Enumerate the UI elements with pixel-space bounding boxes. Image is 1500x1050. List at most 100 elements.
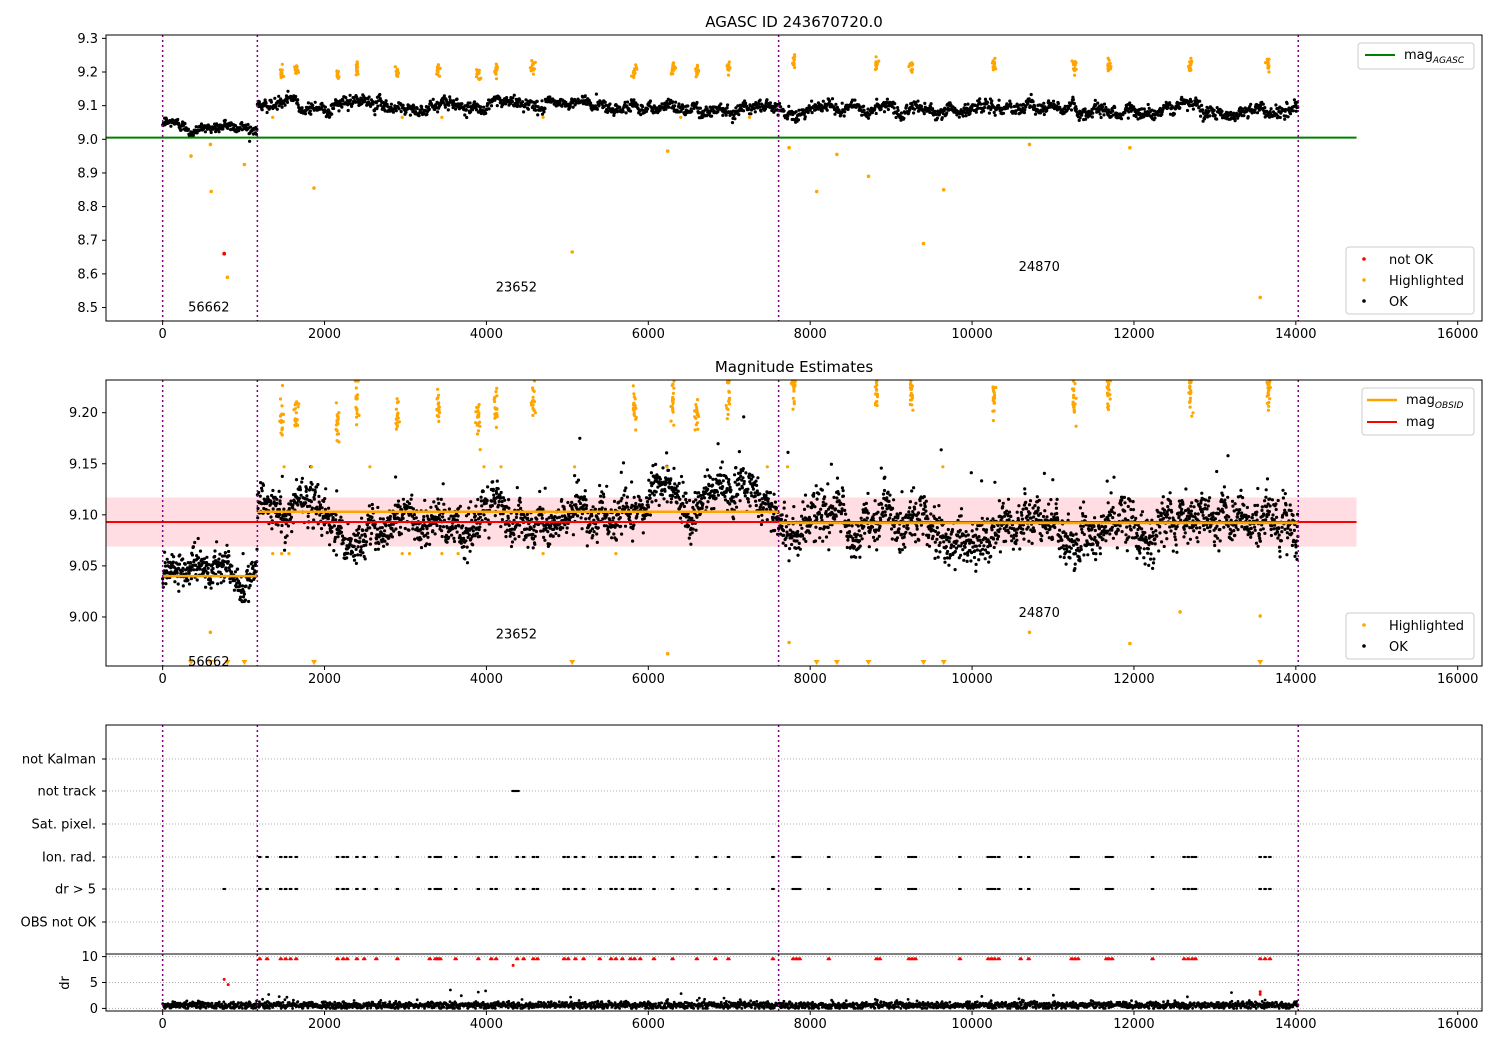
ok-point [890, 527, 894, 531]
ok-point [415, 106, 419, 111]
ok-point [576, 478, 581, 482]
ok-point [181, 584, 185, 588]
x-tick-label: 16000 [1437, 327, 1478, 342]
ok-point [433, 532, 437, 536]
ok-point [423, 498, 427, 502]
ok-point [246, 564, 250, 568]
highlighted-point [400, 115, 404, 119]
ok-point [719, 466, 723, 470]
ok-point [632, 523, 636, 527]
ok-point [244, 584, 248, 588]
ok-point [866, 491, 870, 495]
legend-agasc-label: mag [1404, 48, 1433, 63]
ok-point [933, 109, 937, 113]
ok-point [446, 108, 450, 112]
ok-point [940, 116, 944, 120]
ok-point [1009, 105, 1013, 109]
ok-point [471, 543, 475, 547]
ok-point [800, 514, 804, 518]
ok-point [467, 533, 471, 537]
ok-point [311, 103, 315, 107]
ok-point [883, 510, 887, 514]
ok-point [515, 486, 519, 490]
ok-point [371, 100, 376, 104]
ok-point [472, 100, 477, 104]
ok-point [284, 94, 289, 98]
ok-point [741, 476, 745, 480]
ok-point [780, 513, 784, 517]
ok-point [476, 497, 480, 502]
ok-point [727, 482, 731, 486]
ok-point [1220, 109, 1224, 113]
ok-point [840, 101, 844, 105]
ok-point [179, 128, 183, 132]
ok-point [396, 499, 401, 503]
ok-point [552, 527, 556, 532]
ok-point [737, 450, 742, 454]
ok-point [426, 535, 430, 539]
ok-point [913, 107, 917, 111]
ok-point [277, 94, 281, 98]
ok-point [912, 111, 916, 115]
highlighted-point [533, 60, 537, 64]
ok-point [283, 103, 287, 107]
ok-point [733, 117, 737, 121]
ok-point [410, 493, 414, 497]
ok-point [571, 105, 575, 109]
ok-point [573, 474, 577, 478]
ok-point [320, 533, 324, 538]
ok-point [509, 544, 514, 549]
ok-point [635, 506, 639, 510]
ok-point [896, 514, 900, 518]
ok-point [663, 489, 667, 493]
ok-point [283, 541, 287, 545]
ok-point [407, 528, 411, 532]
ok-point [982, 105, 987, 110]
panel1-legend-lower: not OK Highlighted OK [1345, 246, 1475, 315]
ok-point [773, 528, 777, 533]
ok-point [457, 524, 461, 528]
ok-point [391, 110, 395, 114]
ok-point [425, 514, 429, 518]
ok-point [781, 529, 786, 533]
ok-point [601, 492, 606, 496]
ok-point [766, 497, 770, 501]
ok-point [518, 500, 522, 504]
ok-point [303, 112, 308, 116]
ok-point [222, 579, 226, 583]
x-tick-label: 4000 [470, 327, 503, 342]
ok-point [349, 98, 353, 102]
ok-point [204, 585, 208, 589]
ok-point [294, 94, 298, 99]
highlighted-point [296, 68, 300, 72]
ok-point [618, 516, 622, 520]
ok-point [484, 111, 488, 115]
ok-point [354, 561, 358, 566]
ok-point [600, 500, 605, 505]
ok-point [368, 542, 372, 546]
ok-point [900, 490, 904, 494]
ok-point [483, 528, 487, 532]
ok-point [874, 111, 878, 116]
ok-point [222, 124, 226, 128]
ok-point [247, 599, 251, 604]
highlighted-point [1189, 61, 1193, 65]
ok-point [875, 97, 879, 101]
ok-point [1074, 107, 1078, 111]
ok-point [465, 545, 469, 549]
ok-point [619, 524, 623, 528]
ok-point [507, 498, 511, 502]
ok-point [533, 534, 537, 538]
ok-point [758, 98, 762, 102]
ok-point [196, 556, 201, 560]
ok-point [521, 100, 525, 104]
ok-point [698, 106, 703, 110]
ok-point [510, 99, 514, 104]
ok-point [361, 551, 365, 555]
y-tick-label: 8.5 [77, 301, 98, 316]
ok-point [689, 542, 693, 546]
ok-point [650, 500, 654, 504]
ok-point [493, 501, 497, 505]
x-tick-label: 12000 [1113, 327, 1154, 342]
ok-point [724, 113, 728, 117]
